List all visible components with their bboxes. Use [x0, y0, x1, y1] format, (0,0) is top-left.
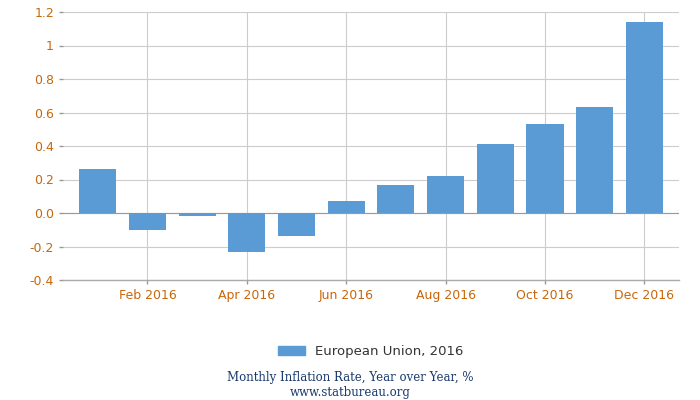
Bar	[427, 176, 464, 213]
Text: www.statbureau.org: www.statbureau.org	[290, 386, 410, 399]
Bar	[477, 144, 514, 213]
Bar	[377, 184, 414, 213]
Bar	[178, 213, 216, 216]
Bar	[228, 213, 265, 252]
Bar	[129, 213, 166, 230]
Bar	[526, 124, 564, 213]
Bar	[278, 213, 315, 236]
Bar	[576, 108, 613, 213]
Legend: European Union, 2016: European Union, 2016	[273, 340, 469, 364]
Text: Monthly Inflation Rate, Year over Year, %: Monthly Inflation Rate, Year over Year, …	[227, 372, 473, 384]
Bar	[626, 22, 663, 213]
Bar	[79, 170, 116, 213]
Bar	[328, 201, 365, 213]
